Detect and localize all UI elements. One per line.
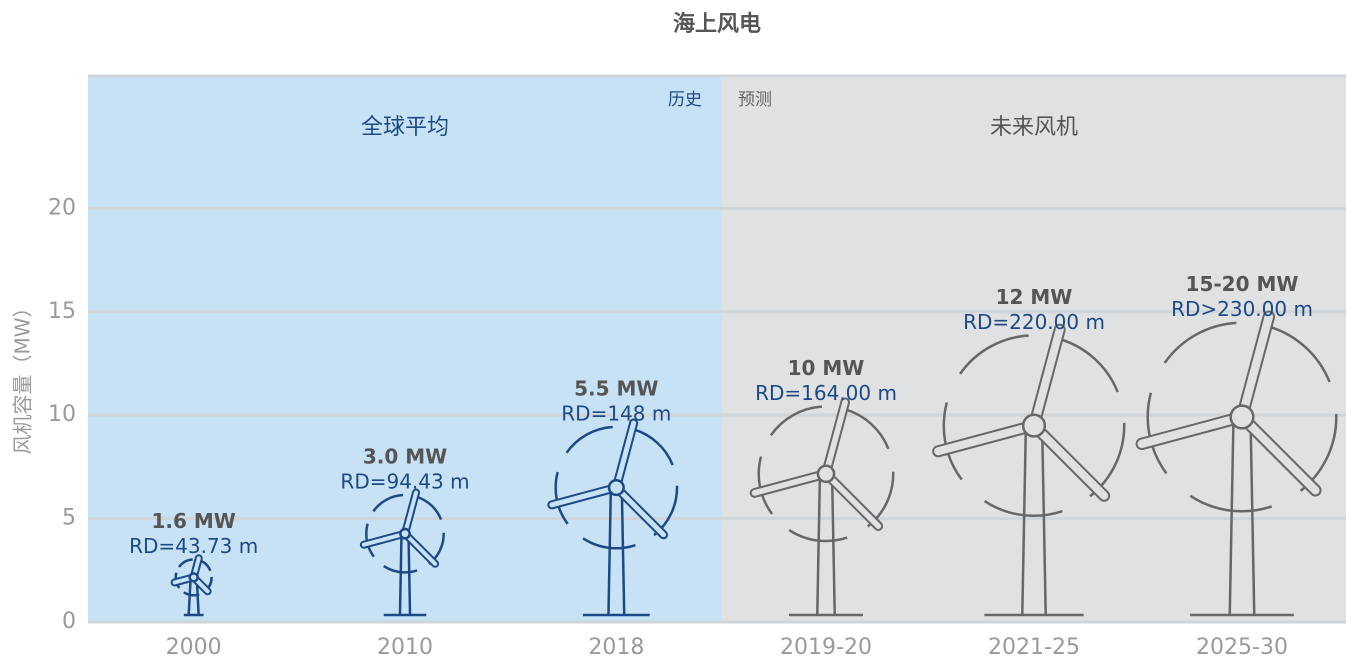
rotor-diameter-label: RD=220.00 m <box>963 310 1105 334</box>
hub <box>816 464 836 484</box>
blade-inner <box>1237 412 1320 495</box>
x-tick-label: 2010 <box>377 635 433 660</box>
rotor-circle <box>174 558 213 597</box>
blade-inner <box>549 485 619 508</box>
y-tick-label: 10 <box>48 402 76 427</box>
rotor-diameter-label: RD>230.00 m <box>1171 297 1313 321</box>
rotor-circle <box>942 334 1126 518</box>
region-background <box>722 76 1346 622</box>
blade-inner <box>403 531 438 566</box>
region-title: 全球平均 <box>361 115 449 140</box>
capacity-label: 3.0 MW <box>363 444 447 468</box>
x-tick-label: 2025-30 <box>1196 635 1288 660</box>
blade-inner <box>823 470 882 529</box>
rotor-circle <box>554 425 679 550</box>
turbine <box>932 323 1126 617</box>
blade-inner <box>1029 421 1109 500</box>
tower <box>607 487 626 616</box>
tower <box>816 473 836 616</box>
turbine <box>749 397 895 617</box>
x-tick-label: 2019-20 <box>780 635 872 660</box>
hub <box>607 479 625 497</box>
capacity-label: 5.5 MW <box>574 376 658 400</box>
y-tick-label: 20 <box>48 195 76 220</box>
turbine <box>1135 310 1338 617</box>
hub <box>188 572 199 583</box>
blade-inner <box>823 399 849 477</box>
y-tick-label: 15 <box>48 299 76 324</box>
region-title: 未来风机 <box>990 115 1078 140</box>
region-name: 历史 <box>668 90 702 110</box>
blade-inner <box>403 490 419 536</box>
rotor-circle <box>365 493 445 574</box>
turbine <box>547 418 679 617</box>
blade-inner <box>751 470 829 496</box>
blade-inner <box>361 531 407 547</box>
hub <box>1021 413 1047 438</box>
x-tick-label: 2000 <box>166 635 222 660</box>
tower <box>398 533 412 616</box>
chart-title: 海上风电 <box>673 11 761 37</box>
tower <box>1021 425 1047 616</box>
capacity-label: 10 MW <box>788 356 865 380</box>
blade-inner <box>1237 312 1274 422</box>
blade-inner <box>1029 325 1064 430</box>
region-name: 预测 <box>738 90 772 110</box>
rotor-circle <box>757 405 895 543</box>
blade-inner <box>613 485 667 538</box>
turbine <box>170 554 213 617</box>
capacity-label: 15-20 MW <box>1186 272 1299 296</box>
rotor-diameter-label: RD=148 m <box>561 401 671 425</box>
blade-inner <box>1137 412 1247 449</box>
blade-inner <box>613 420 637 491</box>
tower <box>1228 416 1256 616</box>
y-axis-label: 风机容量（MW） <box>11 297 35 454</box>
y-tick-label: 5 <box>62 506 76 531</box>
rotor-circle <box>1146 321 1338 513</box>
hub <box>1229 404 1255 430</box>
hub <box>399 527 411 540</box>
capacity-label: 1.6 MW <box>151 509 235 533</box>
rotor-diameter-label: RD=43.73 m <box>129 534 258 558</box>
x-tick-label: 2021-25 <box>988 635 1080 660</box>
turbine <box>359 488 445 617</box>
rotor-diameter-label: RD=164.00 m <box>755 381 897 405</box>
y-tick-label: 0 <box>62 609 76 634</box>
blade-inner <box>934 421 1039 456</box>
x-tick-label: 2018 <box>588 635 644 660</box>
capacity-label: 12 MW <box>996 285 1073 309</box>
rotor-diameter-label: RD=94.43 m <box>340 469 469 493</box>
